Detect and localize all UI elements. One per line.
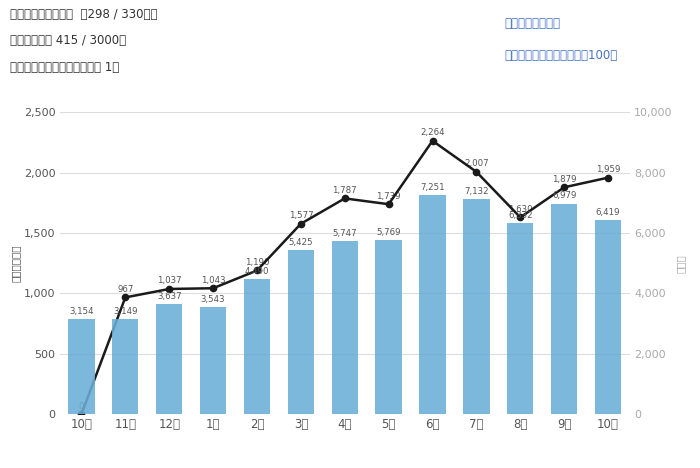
Text: 5,747: 5,747	[332, 229, 357, 238]
Bar	[200, 307, 226, 414]
Text: 7,251: 7,251	[420, 183, 444, 192]
Bar	[463, 199, 489, 414]
Text: 4,490: 4,490	[245, 267, 270, 276]
Text: 967: 967	[117, 285, 134, 294]
Text: 7,132: 7,132	[464, 187, 489, 196]
Text: 1,959: 1,959	[596, 165, 620, 174]
Text: 採点の詳細を見る: 採点の詳細を見る	[504, 17, 560, 30]
Text: 3,154: 3,154	[69, 307, 94, 316]
Text: 5,769: 5,769	[377, 228, 401, 237]
Text: 6,332: 6,332	[508, 211, 533, 220]
Text: 1,577: 1,577	[288, 211, 313, 220]
Text: 0: 0	[78, 402, 84, 411]
Bar	[507, 223, 533, 414]
Text: 5,425: 5,425	[288, 238, 313, 248]
Text: 1,037: 1,037	[157, 276, 181, 285]
Text: アクセスランキングトップ100位: アクセスランキングトップ100位	[504, 49, 617, 62]
Text: 6,979: 6,979	[552, 191, 576, 200]
Bar	[288, 250, 314, 414]
Text: 会社情報充実度判定  （298 / 330点）: 会社情報充実度判定 （298 / 330点）	[10, 8, 158, 22]
Text: 1,787: 1,787	[332, 186, 357, 195]
Y-axis label: 訪問企業閲覧: 訪問企業閲覧	[11, 244, 21, 282]
Legend: 閲覧数, 訪問企業閲覧: 閲覧数, 訪問企業閲覧	[274, 463, 416, 468]
Bar	[156, 304, 183, 414]
Bar	[419, 195, 446, 414]
Text: 1,630: 1,630	[508, 205, 533, 214]
Text: 1,190: 1,190	[245, 258, 270, 267]
Text: 3,637: 3,637	[157, 292, 181, 301]
Text: 1,043: 1,043	[201, 276, 225, 285]
Bar	[551, 204, 577, 414]
Text: 3,543: 3,543	[201, 295, 225, 304]
Text: 1,879: 1,879	[552, 175, 576, 183]
Y-axis label: 閲覧数: 閲覧数	[676, 254, 685, 273]
Text: 6,419: 6,419	[596, 208, 620, 218]
Text: 2,264: 2,264	[420, 128, 444, 137]
Bar	[332, 241, 358, 414]
Bar	[595, 220, 621, 414]
Bar	[375, 240, 402, 414]
Text: 1,739: 1,739	[377, 191, 401, 201]
Text: 会社情報アクセスランキング 1位: 会社情報アクセスランキング 1位	[10, 61, 120, 73]
Text: 3,149: 3,149	[113, 307, 138, 316]
Bar	[112, 319, 139, 414]
Text: 製品登録件数 415 / 3000件: 製品登録件数 415 / 3000件	[10, 34, 127, 47]
Text: 2,007: 2,007	[464, 159, 489, 168]
Bar	[69, 319, 95, 414]
Bar	[244, 278, 270, 414]
